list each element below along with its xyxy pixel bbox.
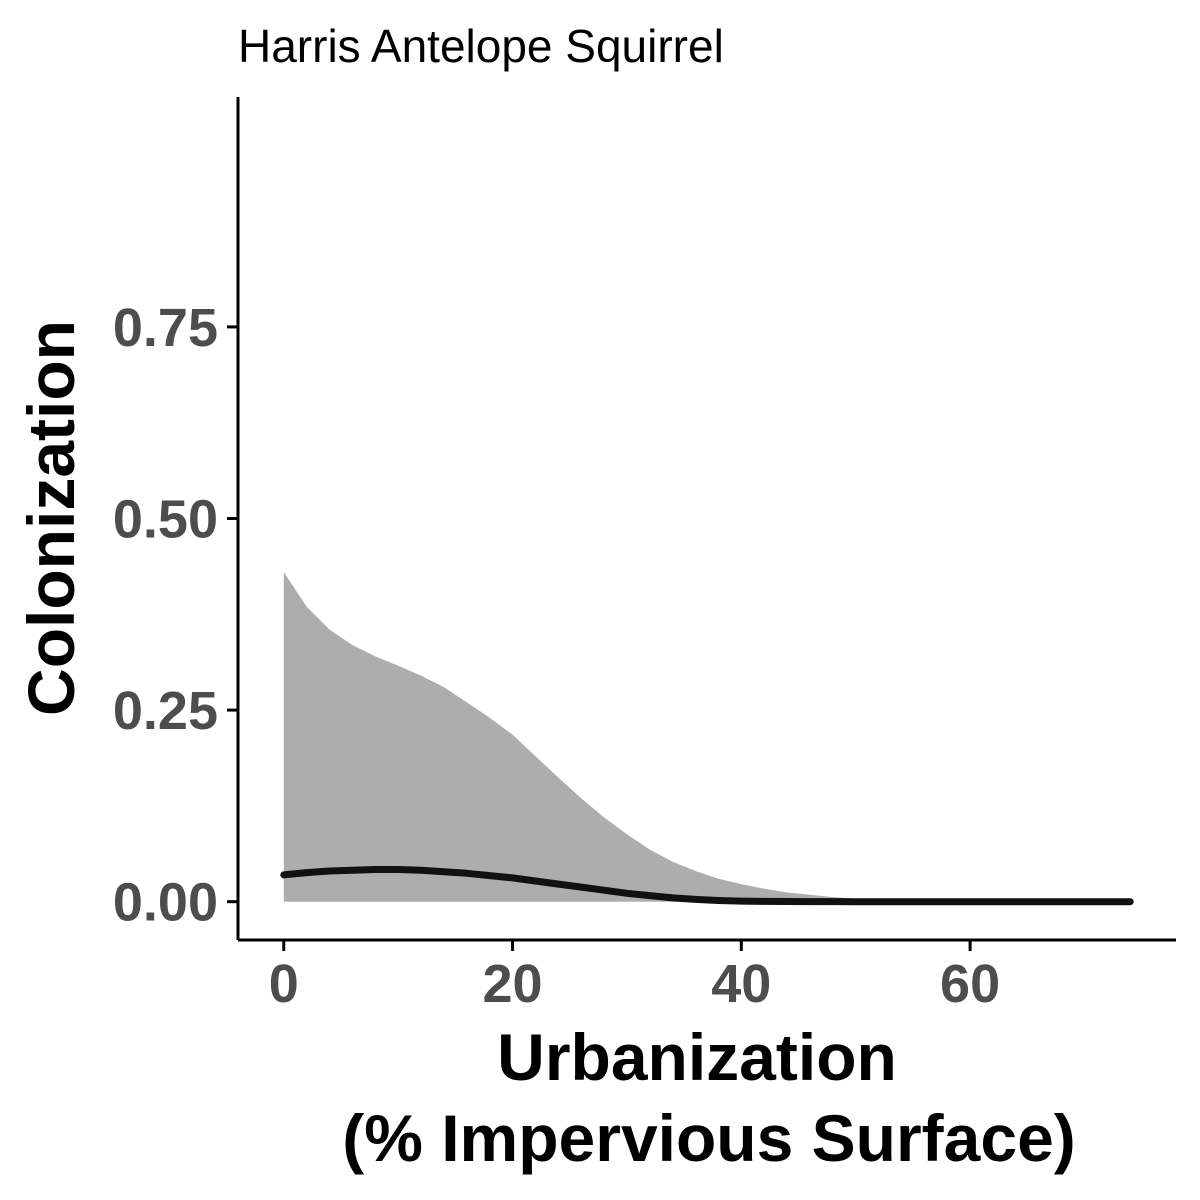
confidence-band — [283, 572, 1131, 902]
y-tick-label: 0.50 — [113, 490, 218, 550]
estimate-line — [280, 866, 1134, 906]
y-tick-label: 0.00 — [113, 873, 218, 933]
y-tick-label: 0.25 — [113, 681, 218, 741]
y-axis-ticks: 0.00 0.25 0.50 0.75 — [113, 298, 238, 933]
x-tick-label: 0 — [269, 954, 299, 1014]
x-tick-label: 60 — [940, 954, 1000, 1014]
y-tick-label: 0.75 — [113, 298, 218, 358]
chart-title: Harris Antelope Squirrel — [238, 20, 724, 72]
x-axis-title-line-2: (% Impervious Surface) — [342, 1101, 1076, 1175]
x-tick-label: 20 — [482, 954, 542, 1014]
x-axis-title-line-1: Urbanization — [497, 1020, 897, 1094]
x-axis-ticks: 0 20 40 60 — [269, 940, 1000, 1014]
x-tick-label: 40 — [711, 954, 771, 1014]
y-axis-title: Colonization — [14, 320, 88, 716]
plot-area — [280, 572, 1134, 906]
